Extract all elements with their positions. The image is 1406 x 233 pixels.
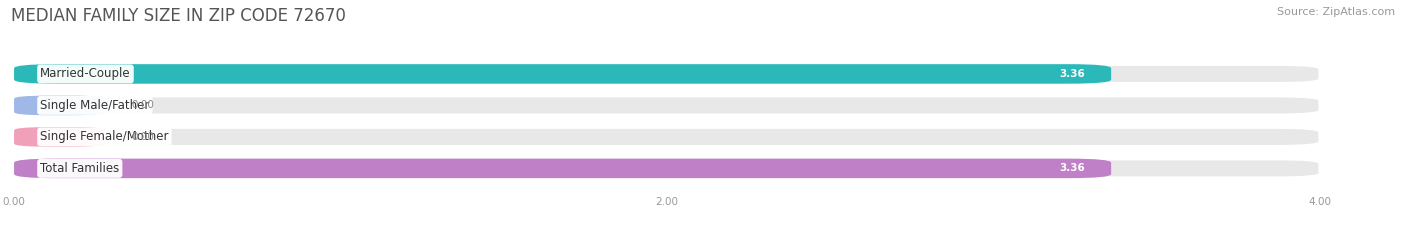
FancyBboxPatch shape bbox=[14, 96, 1320, 115]
Text: Married-Couple: Married-Couple bbox=[41, 67, 131, 80]
FancyBboxPatch shape bbox=[14, 127, 1320, 147]
FancyBboxPatch shape bbox=[14, 64, 1320, 84]
Text: Single Male/Father: Single Male/Father bbox=[41, 99, 149, 112]
FancyBboxPatch shape bbox=[14, 159, 1111, 178]
Text: Source: ZipAtlas.com: Source: ZipAtlas.com bbox=[1277, 7, 1395, 17]
FancyBboxPatch shape bbox=[14, 159, 1320, 178]
Text: 3.36: 3.36 bbox=[1059, 69, 1085, 79]
Text: 3.36: 3.36 bbox=[1059, 163, 1085, 173]
Text: MEDIAN FAMILY SIZE IN ZIP CODE 72670: MEDIAN FAMILY SIZE IN ZIP CODE 72670 bbox=[11, 7, 346, 25]
FancyBboxPatch shape bbox=[14, 96, 105, 115]
FancyBboxPatch shape bbox=[14, 127, 105, 147]
Text: Total Families: Total Families bbox=[41, 162, 120, 175]
Text: Single Female/Mother: Single Female/Mother bbox=[41, 130, 169, 143]
Text: 0.00: 0.00 bbox=[132, 132, 155, 142]
Text: 0.00: 0.00 bbox=[132, 100, 155, 110]
FancyBboxPatch shape bbox=[14, 64, 1111, 84]
